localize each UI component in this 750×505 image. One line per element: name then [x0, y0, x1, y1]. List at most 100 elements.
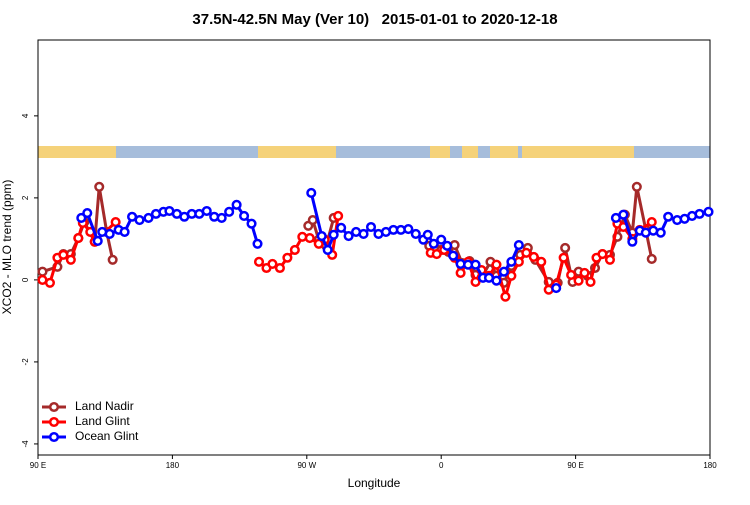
data-point	[506, 270, 517, 281]
x-tick-label: 90 E	[30, 461, 46, 470]
data-point	[110, 217, 121, 228]
plot-frame	[37, 39, 711, 456]
data-point	[282, 252, 293, 263]
x-axis-label: Longitude	[348, 476, 401, 490]
data-point	[436, 234, 447, 245]
data-point	[365, 221, 377, 233]
data-point	[631, 181, 642, 192]
data-point	[246, 218, 257, 229]
data-point	[239, 210, 250, 221]
y-tick-label: -4	[21, 440, 30, 448]
data-point	[448, 250, 459, 261]
x-tick-label: 180	[703, 461, 717, 470]
data-point	[37, 266, 48, 277]
data-point	[491, 275, 502, 286]
legend-label: Land Glint	[75, 414, 130, 428]
x-tick-label: 90 E	[567, 461, 583, 470]
data-point	[216, 212, 227, 224]
data-point	[306, 187, 317, 199]
data-point	[58, 249, 69, 260]
data-point	[134, 214, 145, 226]
data-point	[333, 210, 344, 221]
data-point	[703, 206, 714, 217]
data-point	[274, 262, 285, 274]
data-point	[627, 236, 638, 247]
data-point	[663, 211, 674, 222]
data-point	[322, 244, 333, 256]
data-point	[573, 275, 584, 286]
data-point	[655, 227, 666, 238]
data-point	[410, 228, 421, 240]
y-tick-label: 4	[21, 113, 30, 118]
data-point	[94, 181, 105, 192]
data-point	[431, 249, 442, 260]
legend-marker	[48, 401, 60, 413]
legend-label: Ocean Glint	[75, 429, 139, 443]
chart-title: 37.5N-42.5N May (Ver 10) 2015-01-01 to 2…	[192, 11, 557, 28]
data-point	[82, 208, 93, 219]
data-point	[358, 228, 369, 240]
legend-label: Land Nadir	[75, 399, 134, 413]
data-point	[343, 230, 354, 242]
data-point	[558, 252, 569, 263]
data-point	[328, 229, 339, 240]
x-tick-label: 90 W	[297, 461, 316, 470]
data-point	[694, 208, 705, 219]
data-point	[336, 222, 347, 233]
data-point	[618, 209, 629, 220]
x-tick-label: 180	[166, 461, 180, 470]
data-point	[551, 283, 562, 294]
data-point	[107, 254, 118, 265]
data-point	[304, 233, 315, 244]
data-point	[470, 276, 481, 287]
data-point	[403, 223, 414, 235]
data-point	[92, 235, 103, 246]
data-point	[470, 259, 481, 270]
data-point	[252, 238, 263, 249]
data-point	[455, 267, 466, 278]
data-point	[253, 256, 265, 267]
y-tick-label: 0	[21, 277, 30, 282]
data-point	[646, 217, 657, 228]
data-point	[513, 239, 524, 251]
data-point	[604, 254, 615, 265]
data-point	[104, 228, 115, 240]
data-point	[316, 230, 327, 242]
data-point	[579, 267, 590, 278]
data-point	[521, 247, 532, 258]
data-point	[566, 269, 577, 281]
map-strip	[38, 146, 710, 158]
legend-marker	[48, 431, 60, 443]
data-point	[307, 214, 318, 226]
data-point	[143, 212, 154, 224]
y-tick-label: 2	[21, 195, 30, 200]
data-point	[65, 254, 76, 265]
data-point	[528, 251, 539, 262]
data-point	[224, 206, 235, 217]
data-point	[442, 240, 453, 251]
data-point	[428, 238, 439, 249]
y-axis-label: XCO2 - MLO trend (ppm)	[0, 180, 14, 315]
data-point	[201, 205, 212, 217]
data-point	[119, 226, 130, 237]
data-point	[536, 256, 547, 267]
data-point	[76, 212, 87, 224]
data-point	[267, 258, 278, 269]
data-point	[289, 244, 300, 256]
data-point	[422, 229, 433, 240]
x-tick-label: 0	[439, 461, 444, 470]
data-point	[585, 276, 596, 287]
data-point	[498, 266, 509, 277]
y-tick-label: -2	[21, 358, 30, 366]
data-point	[491, 259, 502, 270]
data-point	[231, 199, 242, 210]
data-point	[73, 233, 84, 244]
data-point	[560, 242, 571, 253]
data-point	[506, 256, 517, 267]
legend-marker	[48, 416, 60, 428]
data-point	[44, 277, 55, 288]
data-point	[597, 249, 608, 260]
data-point	[646, 253, 657, 265]
data-point	[500, 291, 511, 302]
